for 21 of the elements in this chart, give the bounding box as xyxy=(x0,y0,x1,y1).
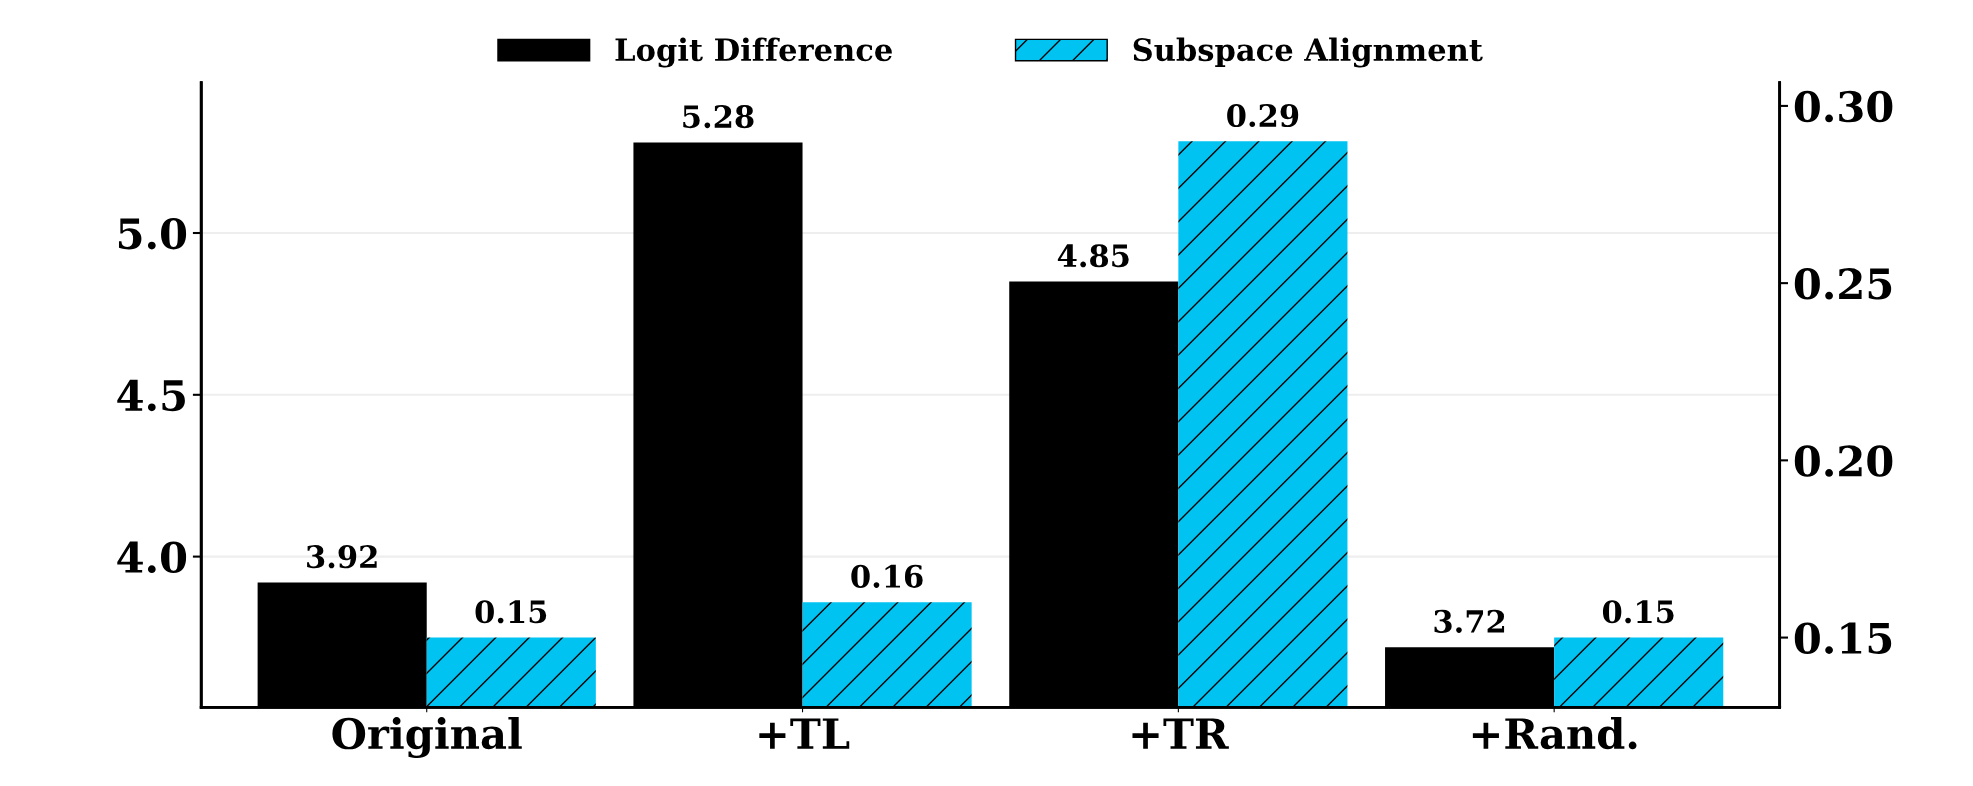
data-label: 3.92 xyxy=(307,545,377,569)
y2-tick-label: 0.15 xyxy=(1794,622,1892,654)
y-tick-label: 4.0 xyxy=(117,541,187,574)
x-tick-label: +TR xyxy=(1132,718,1229,749)
legend-label: Logit Difference xyxy=(615,37,892,68)
data-label: 3.72 xyxy=(1434,609,1505,633)
legend-label: Subspace Alignment xyxy=(1133,37,1483,68)
y2-tick-label: 0.25 xyxy=(1794,268,1892,300)
data-label: 0.16 xyxy=(851,564,923,588)
x-tick-label: +TL xyxy=(759,718,850,749)
data-label: 4.85 xyxy=(1057,244,1129,268)
x-tick-label: Original xyxy=(332,717,522,759)
y-tick-label: 4.5 xyxy=(117,379,185,412)
data-label: 0.15 xyxy=(1602,600,1674,624)
data-label: 5.28 xyxy=(683,105,754,129)
x-tick-label: +Rand. xyxy=(1472,717,1637,750)
data-label: 0.15 xyxy=(475,600,547,624)
y2-tick-label: 0.30 xyxy=(1794,90,1893,123)
data-label: 0.29 xyxy=(1227,104,1299,128)
y-tick-label: 5.0 xyxy=(118,217,187,250)
y2-tick-label: 0.20 xyxy=(1794,445,1893,477)
